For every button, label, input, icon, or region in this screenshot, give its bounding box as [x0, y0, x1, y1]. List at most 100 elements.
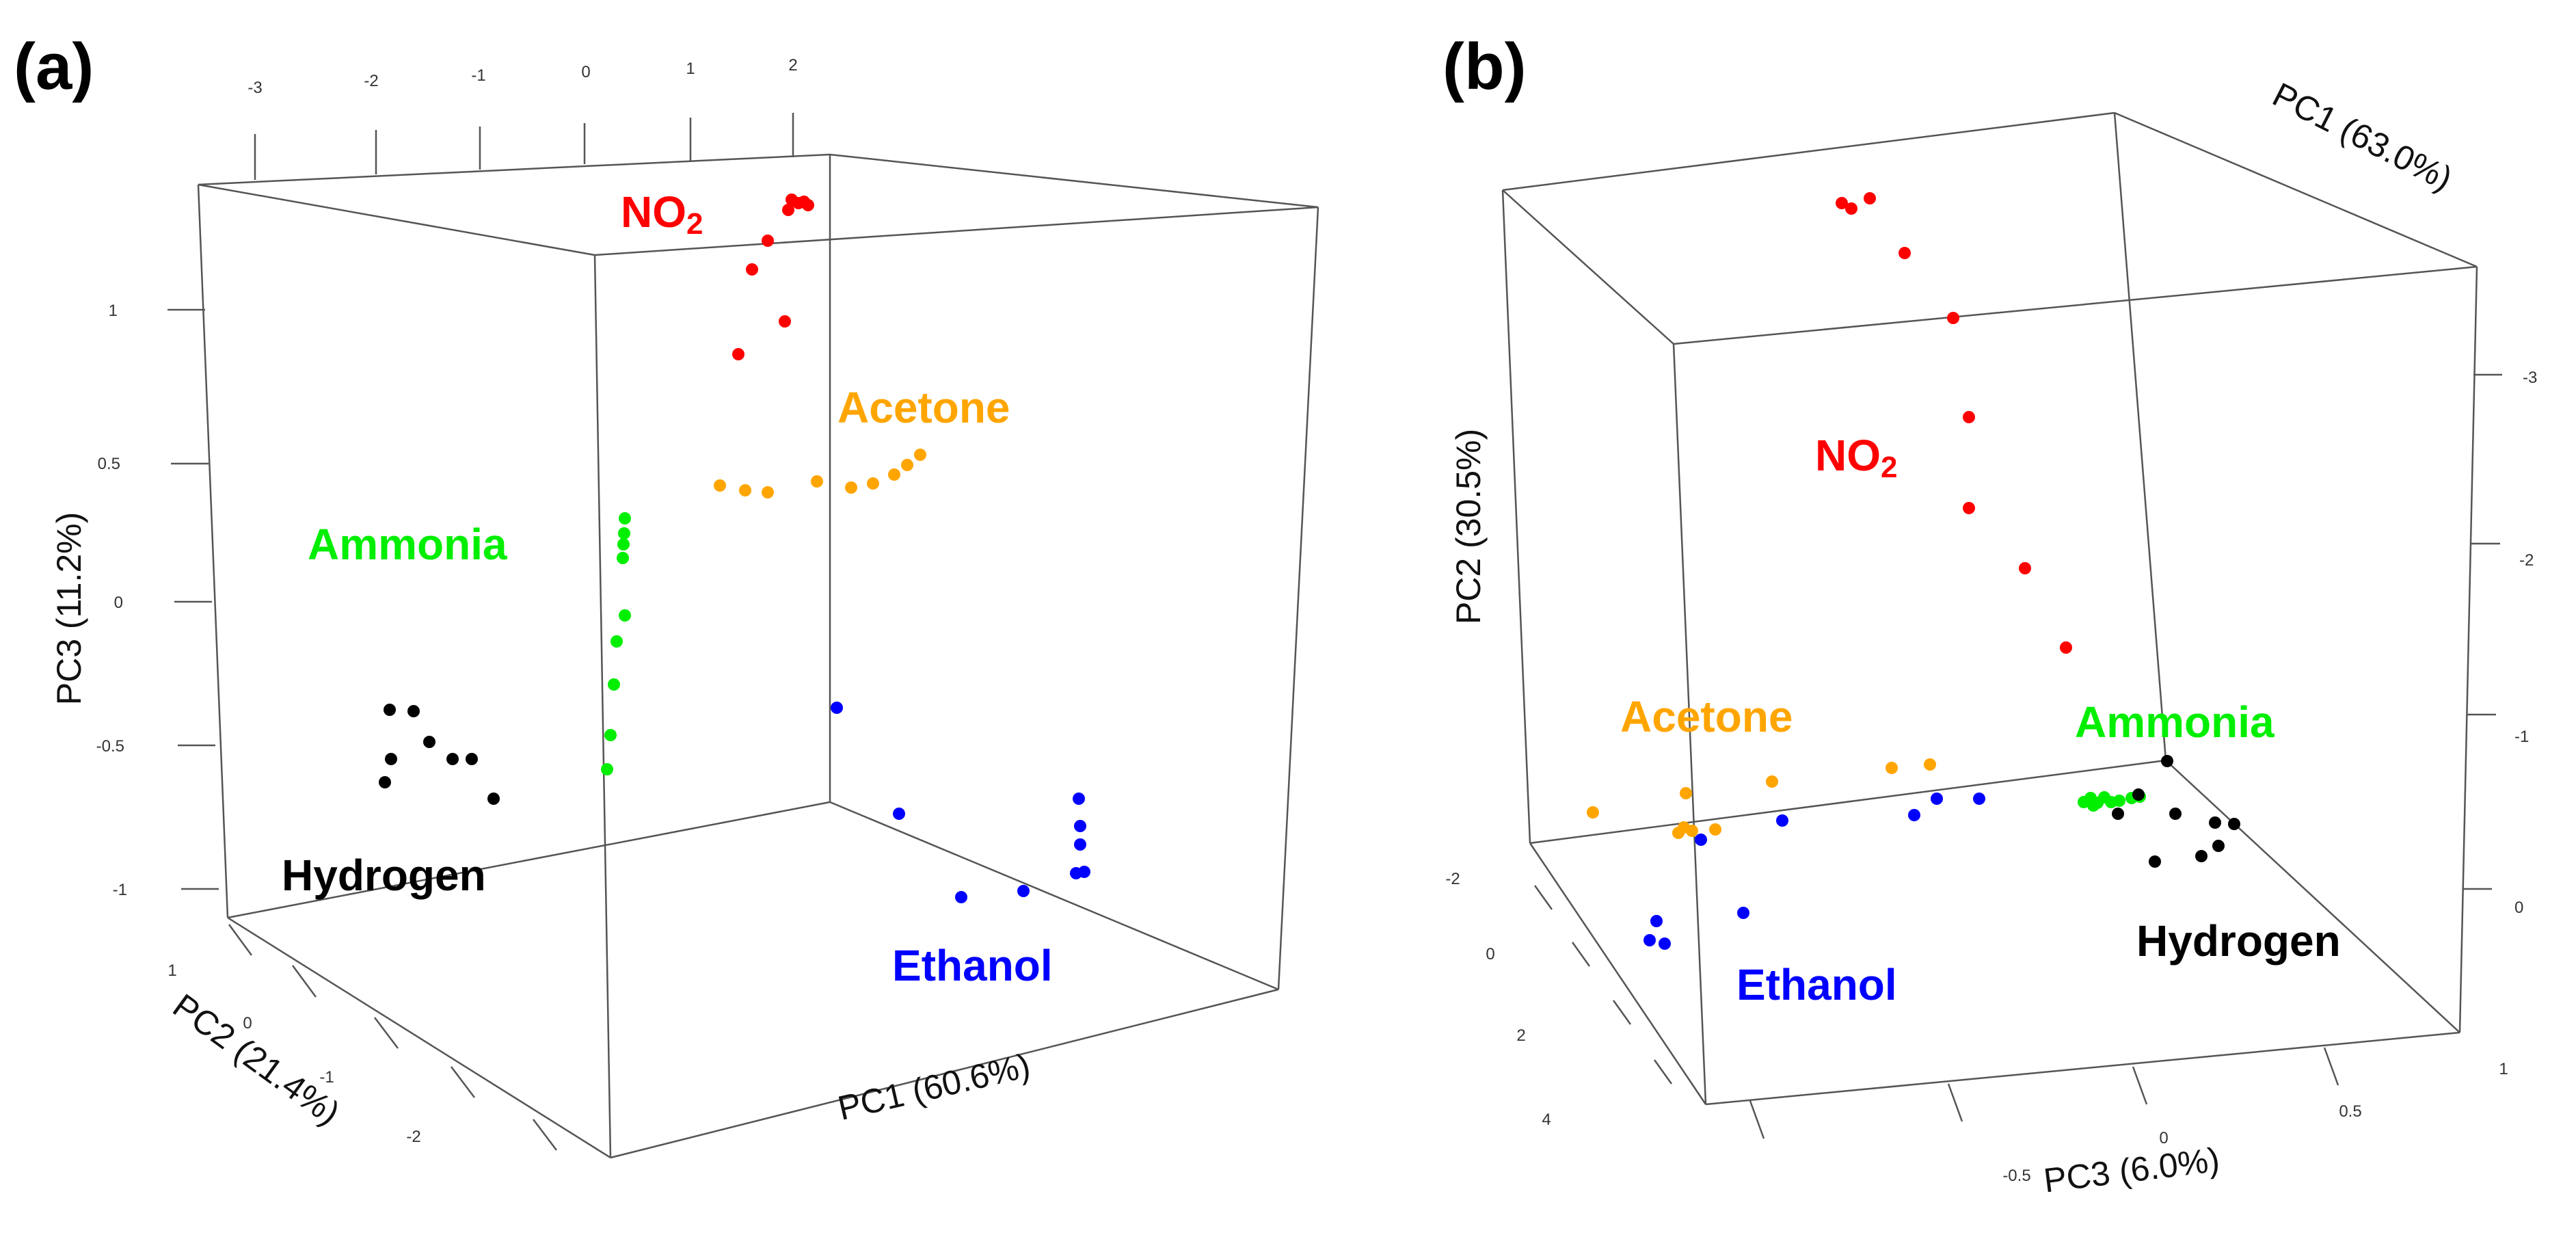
data-point — [423, 736, 435, 748]
tick-mark — [291, 965, 317, 998]
data-point — [1074, 820, 1086, 832]
panel-b-y-axis-title: PC2 (30.5%) — [1449, 429, 1488, 624]
data-point — [1845, 202, 1857, 215]
cube-edge — [198, 153, 831, 186]
data-point — [1766, 775, 1778, 788]
data-point — [601, 763, 613, 775]
tick-label: -3 — [2523, 369, 2537, 387]
panel-b-series-acetone — [1587, 758, 1936, 839]
data-point — [1908, 809, 1920, 821]
tick-mark — [2323, 1047, 2339, 1086]
cube-edge — [1501, 189, 1531, 844]
tick-label: 0 — [581, 63, 590, 81]
panel-b: (b) -3 -2 -1 0 — [1443, 30, 2537, 1200]
panel-b-series-no2 — [1836, 192, 2072, 654]
data-point — [1924, 758, 1936, 771]
panel-a-label-acetone: Acetone — [837, 383, 1010, 432]
tick-mark — [451, 1066, 475, 1098]
data-point — [732, 348, 744, 360]
cube-edge — [197, 184, 229, 918]
data-point — [1886, 762, 1898, 774]
data-point — [1709, 823, 1721, 836]
tick-label: -0.5 — [2002, 1167, 2030, 1185]
cube-edge — [2114, 111, 2478, 268]
tick-mark — [1612, 1000, 1632, 1025]
panel-a-x-axis-title: PC1 (60.6%) — [834, 1046, 1033, 1128]
tick-label: -2 — [364, 72, 378, 90]
tick-label: 2 — [1516, 1026, 1525, 1045]
panel-a-series-acetone — [714, 449, 926, 498]
tick-label: -2 — [2519, 551, 2534, 570]
cube-edge — [2458, 266, 2478, 1033]
data-point — [1017, 885, 1030, 897]
tick-label: 1 — [167, 961, 176, 980]
data-point — [608, 678, 620, 691]
data-point — [1587, 806, 1599, 819]
cube-edge — [227, 801, 831, 919]
data-point — [1899, 247, 1911, 259]
data-point — [604, 729, 617, 741]
data-point — [746, 263, 758, 276]
cube-edge — [610, 988, 1279, 1159]
panel-b-x-axis-title: PC1 (63.0%) — [2266, 75, 2458, 198]
panel-a-label-ethanol: Ethanol — [892, 941, 1053, 990]
data-point — [619, 512, 631, 524]
panel-a-cube — [197, 153, 1319, 1159]
data-point — [1074, 838, 1086, 851]
data-point — [802, 199, 814, 211]
panel-b-label-ammonia: Ammonia — [2075, 697, 2275, 747]
tick-mark — [1571, 942, 1591, 967]
data-point — [446, 753, 459, 765]
panel-a-label-hydrogen: Hydrogen — [282, 851, 486, 900]
tick-mark — [228, 924, 253, 956]
cube-edge — [1277, 207, 1319, 990]
data-point — [1695, 834, 1707, 846]
tick-label: -3 — [247, 79, 262, 97]
data-point — [385, 753, 397, 765]
data-point — [2060, 641, 2072, 654]
data-point — [1973, 793, 1985, 805]
cube-edge — [829, 801, 1279, 991]
panel-a-x-ticks: -3 -2 -1 0 1 2 — [247, 56, 798, 180]
panel-b-x-ticks: -3 -2 -1 0 — [2463, 369, 2537, 917]
panel-b-series-ethanol — [1643, 793, 1985, 950]
panel-a-z-axis-title: PC3 (11.2%) — [50, 512, 88, 706]
tick-label: -2 — [406, 1128, 420, 1146]
cube-edge — [1529, 759, 2166, 844]
cube-edge — [829, 153, 1319, 209]
panel-a-letter: (a) — [14, 30, 94, 103]
data-point — [2195, 850, 2208, 862]
tick-label: 4 — [1542, 1110, 1551, 1129]
data-point — [619, 609, 631, 622]
tick-label: 0 — [2159, 1129, 2168, 1147]
tick-label: -1 — [2514, 728, 2529, 746]
data-point — [1680, 787, 1692, 799]
cube-edge — [1673, 265, 2478, 345]
tick-label: -1 — [471, 66, 485, 85]
data-point — [2212, 840, 2225, 852]
data-point — [618, 527, 630, 540]
panel-b-label-hydrogen: Hydrogen — [2136, 916, 2341, 966]
data-point — [831, 702, 843, 714]
panel-a-series-hydrogen — [379, 704, 500, 805]
panel-a-series-no2 — [732, 194, 814, 360]
data-point — [714, 479, 726, 492]
data-point — [914, 449, 926, 461]
data-point — [739, 484, 751, 496]
panel-a-label-ammonia: Ammonia — [308, 520, 507, 569]
panel-b-label-no2: NO2 — [1815, 431, 1897, 484]
data-point — [2209, 816, 2221, 829]
tick-label: 0.5 — [2339, 1102, 2361, 1121]
data-point — [888, 468, 900, 481]
tick-label: 0 — [2514, 899, 2523, 917]
tick-mark — [533, 1119, 557, 1151]
panel-b-label-ethanol: Ethanol — [1736, 960, 1897, 1009]
panel-b-label-acetone: Acetone — [1620, 692, 1793, 741]
data-point — [2112, 808, 2124, 820]
cube-edge — [1672, 343, 1707, 1105]
data-point — [1836, 197, 1848, 209]
cube-edge — [2165, 760, 2460, 1033]
data-point — [466, 753, 478, 765]
panel-b-y-ticks: -2 0 2 4 — [1445, 870, 1673, 1129]
cube-edge — [594, 206, 1319, 256]
